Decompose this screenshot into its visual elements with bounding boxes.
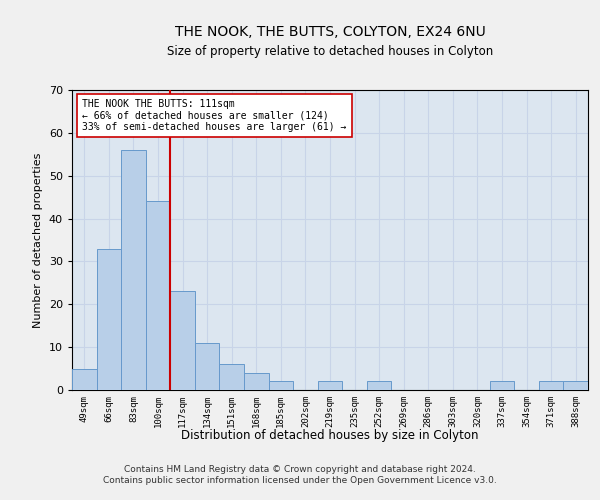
Bar: [269, 382, 293, 390]
Bar: [244, 373, 269, 390]
Bar: [170, 292, 195, 390]
Text: THE NOOK, THE BUTTS, COLYTON, EX24 6NU: THE NOOK, THE BUTTS, COLYTON, EX24 6NU: [175, 25, 485, 39]
Bar: [367, 382, 391, 390]
Bar: [195, 343, 220, 390]
Bar: [539, 382, 563, 390]
Bar: [72, 368, 97, 390]
Bar: [220, 364, 244, 390]
Text: THE NOOK THE BUTTS: 111sqm
← 66% of detached houses are smaller (124)
33% of sem: THE NOOK THE BUTTS: 111sqm ← 66% of deta…: [82, 99, 347, 132]
Text: Distribution of detached houses by size in Colyton: Distribution of detached houses by size …: [181, 428, 479, 442]
Bar: [97, 248, 121, 390]
Y-axis label: Number of detached properties: Number of detached properties: [33, 152, 43, 328]
Bar: [318, 382, 342, 390]
Bar: [563, 382, 588, 390]
Bar: [490, 382, 514, 390]
Bar: [146, 202, 170, 390]
Text: Contains HM Land Registry data © Crown copyright and database right 2024.
Contai: Contains HM Land Registry data © Crown c…: [103, 466, 497, 484]
Text: Size of property relative to detached houses in Colyton: Size of property relative to detached ho…: [167, 45, 493, 58]
Bar: [121, 150, 146, 390]
